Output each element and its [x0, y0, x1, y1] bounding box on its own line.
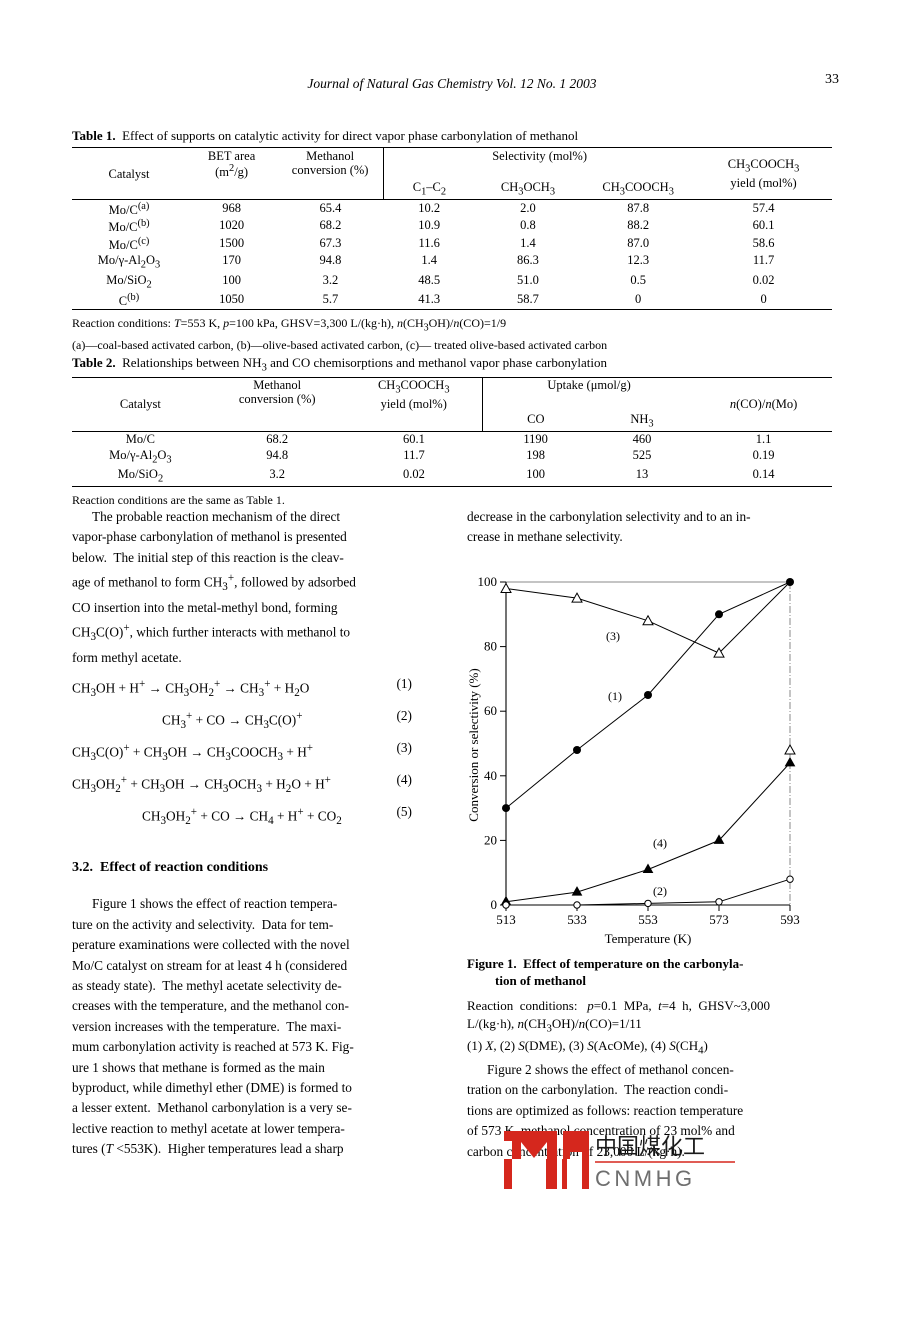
svg-text:(4): (4): [653, 836, 667, 850]
svg-text:Conversion or selectivity (%): Conversion or selectivity (%): [466, 668, 481, 821]
svg-text:100: 100: [478, 574, 498, 589]
svg-text:553: 553: [638, 912, 658, 927]
svg-text:80: 80: [484, 639, 497, 654]
svg-text:60: 60: [484, 703, 497, 718]
svg-text:Temperature (K): Temperature (K): [605, 931, 692, 946]
svg-text:20: 20: [484, 833, 497, 848]
svg-text:593: 593: [780, 912, 800, 927]
svg-text:533: 533: [567, 912, 587, 927]
svg-text:(3): (3): [606, 629, 620, 643]
svg-text:40: 40: [484, 768, 497, 783]
svg-text:0: 0: [491, 897, 498, 912]
svg-text:513: 513: [496, 912, 516, 927]
svg-text:(2): (2): [653, 884, 667, 898]
svg-text:(1): (1): [608, 689, 622, 703]
svg-text:573: 573: [709, 912, 729, 927]
